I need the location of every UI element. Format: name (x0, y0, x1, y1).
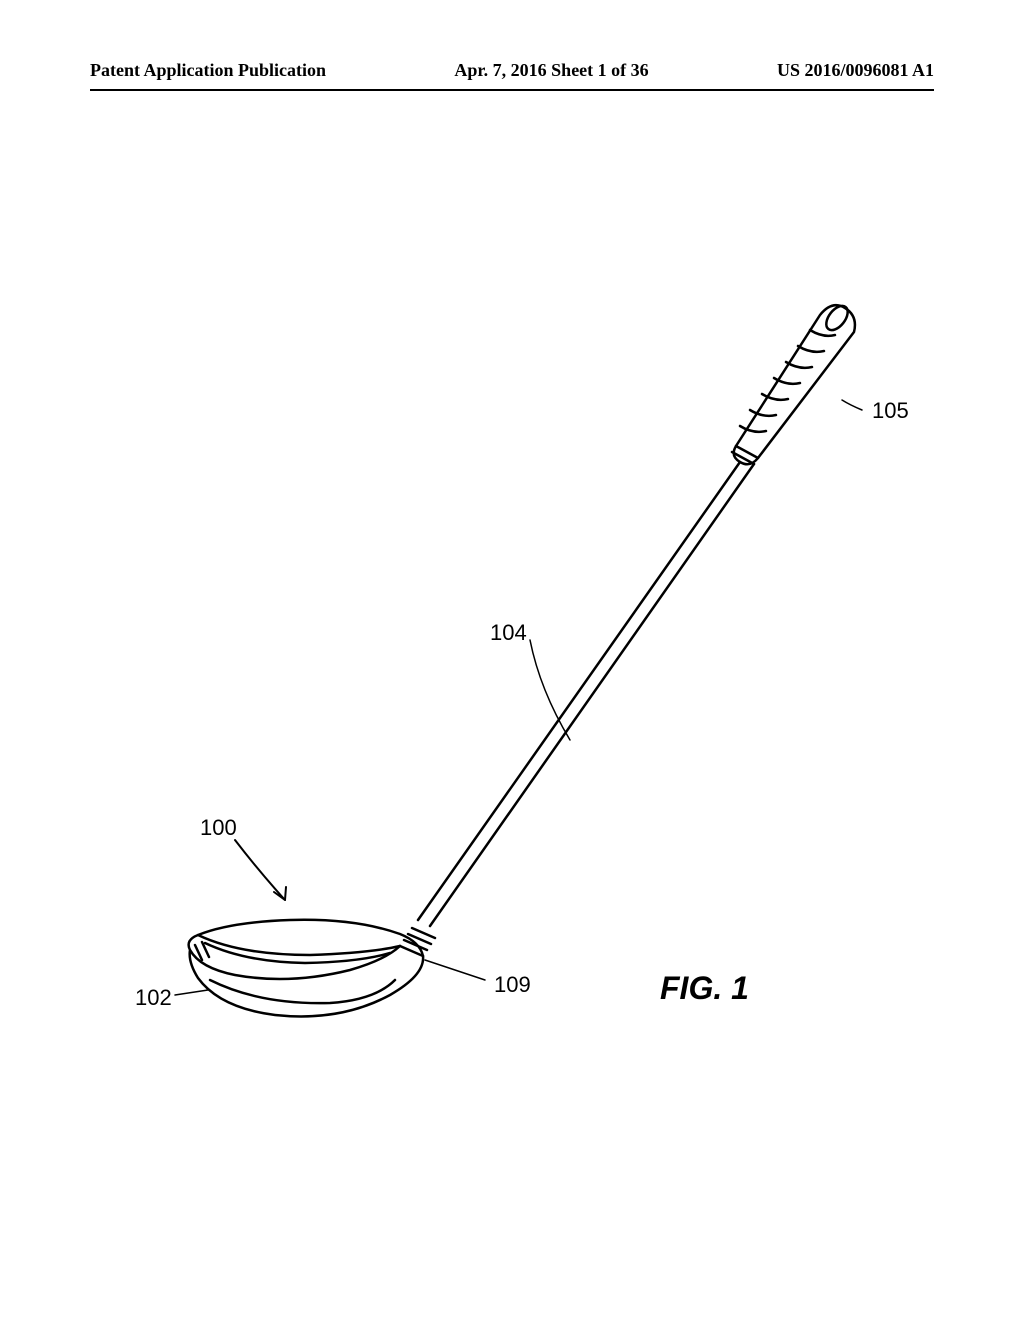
ref-label-100: 100 (200, 815, 237, 841)
ref-label-102: 102 (135, 985, 172, 1011)
page-frame: Patent Application Publication Apr. 7, 2… (90, 60, 934, 1260)
ref-label-105: 105 (872, 398, 909, 424)
figure-label: FIG. 1 (660, 970, 749, 1007)
ref-label-109: 109 (494, 972, 531, 998)
golf-club-drawing (90, 160, 934, 1260)
ref-label-104: 104 (490, 620, 527, 646)
figure-area: 105 104 100 102 109 FIG. 1 (90, 60, 934, 1260)
